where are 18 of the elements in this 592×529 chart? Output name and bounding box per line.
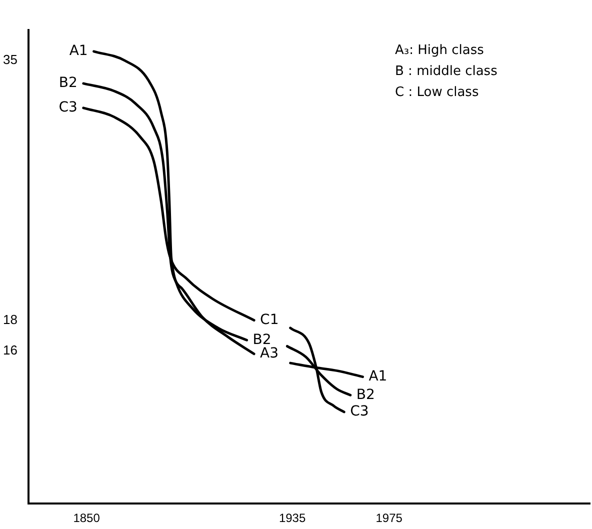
annotation: C3 — [58, 100, 78, 116]
annotation: B2 — [58, 75, 78, 92]
annotation: A3 — [260, 346, 279, 362]
annotation: B2 — [356, 386, 375, 403]
annotation: B2 — [252, 332, 272, 348]
x-tick-label: 1850 — [73, 511, 100, 526]
y-tick-label: 16 — [2, 342, 18, 358]
annotation: C3 — [350, 404, 369, 420]
annotation: A₃: High class — [395, 42, 485, 60]
y-tick-label: 35 — [2, 52, 18, 68]
y-tick-label: 18 — [2, 312, 18, 327]
annotation: C1 — [260, 312, 279, 328]
annotation: B : middle class — [395, 63, 498, 81]
annotation: C : Low class — [395, 84, 480, 102]
annotation: A1 — [69, 43, 88, 60]
annotation: A1 — [368, 368, 388, 384]
x-tick-label: 1975 — [376, 511, 403, 526]
x-tick-label: 1935 — [278, 511, 306, 526]
